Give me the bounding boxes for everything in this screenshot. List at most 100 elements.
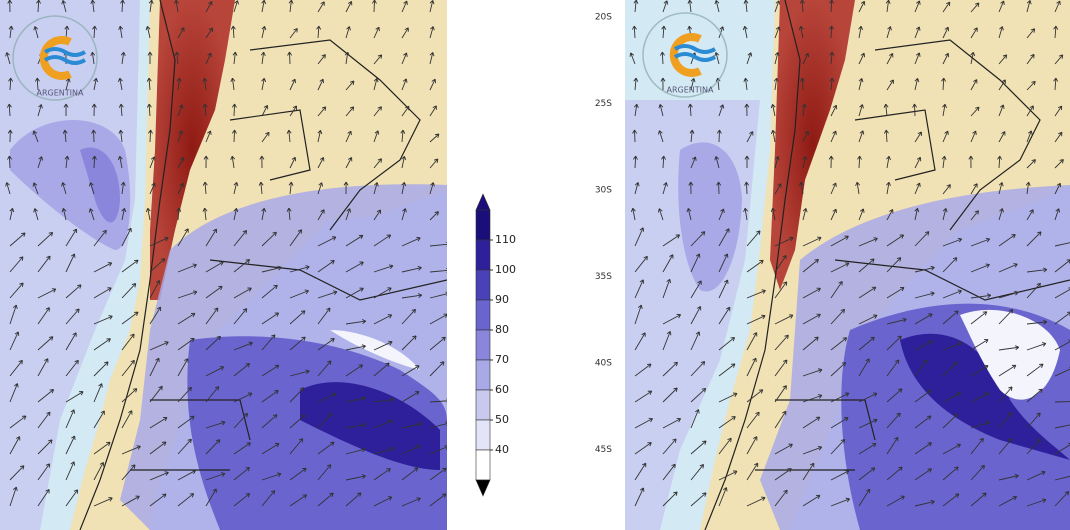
wind-arrow [373, 182, 379, 195]
wind-arrow [1026, 159, 1036, 169]
wind-arrow [746, 314, 766, 325]
wind-arrow [233, 341, 253, 351]
wind-arrow [88, 182, 95, 195]
wind-arrow [373, 209, 382, 221]
wind-arrow [93, 410, 105, 429]
colorbar-band [475, 389, 491, 421]
wind-arrow [942, 466, 959, 481]
wind-arrow [345, 474, 366, 481]
wind-arrow [233, 412, 249, 429]
wind-arrow [345, 422, 366, 429]
wind-arrow [629, 52, 636, 65]
wind-arrow [774, 0, 781, 13]
wind-arrow [970, 263, 990, 273]
wind-arrow [1026, 412, 1041, 429]
wind-arrow [662, 254, 674, 273]
wind-arrow [401, 335, 417, 351]
wind-arrow [345, 287, 364, 299]
wind-arrow [914, 77, 920, 91]
wind-arrow [662, 0, 669, 13]
wind-arrow [662, 438, 677, 455]
wind-arrow [261, 490, 276, 507]
wind-arrow [746, 131, 754, 143]
wind-arrow [885, 0, 891, 13]
wind-arrow [174, 0, 179, 13]
wind-arrow [658, 130, 664, 143]
wind-arrow [289, 310, 306, 325]
wind-arrow [886, 181, 891, 195]
wind-arrow [773, 77, 779, 91]
wind-arrow [317, 392, 337, 403]
wind-arrow [401, 27, 409, 39]
wind-arrow [744, 103, 750, 117]
wind-arrow [886, 317, 907, 325]
wind-arrow [746, 259, 764, 273]
wind-arrow [373, 264, 394, 273]
wind-arrow [5, 52, 11, 65]
wind-arrow [93, 338, 111, 351]
wind-arrow [149, 417, 168, 429]
wind-arrow [1053, 25, 1059, 39]
wind-arrow [830, 497, 851, 507]
wind-arrow [690, 440, 707, 455]
wind-arrow [770, 207, 776, 221]
wind-arrow [176, 77, 182, 91]
wind-arrow [373, 362, 390, 377]
wind-arrow [690, 156, 697, 169]
wind-arrow [690, 231, 706, 247]
colorbar-label: 50 [495, 413, 509, 426]
wind-arrow [799, 0, 805, 13]
wind-arrow [177, 290, 198, 299]
wind-arrow [942, 443, 961, 455]
wind-arrow [1026, 53, 1035, 65]
wind-arrow [689, 129, 695, 143]
wind-arrow [634, 487, 645, 507]
wind-arrow [32, 130, 39, 143]
borders [79, 0, 447, 530]
wind-arrow [914, 313, 933, 325]
wind-arrow [149, 306, 162, 325]
wind-arrow [970, 365, 989, 377]
wind-arrow [289, 414, 306, 429]
wind-arrow [345, 344, 366, 351]
wind-arrow [802, 155, 808, 169]
wind-arrow [690, 409, 700, 429]
wind-arrow [5, 182, 11, 195]
wind-arrow [65, 308, 80, 325]
wind-arrow [1054, 208, 1061, 221]
logo-text: ARGENTINA [667, 86, 715, 95]
wind-arrow [998, 0, 1005, 13]
wind-arrow [886, 26, 892, 39]
wind-arrow [230, 155, 236, 169]
wind-arrow [93, 361, 109, 377]
wind-field [80, 147, 120, 223]
wind-arrow [886, 257, 902, 273]
colorbar-band [475, 209, 491, 241]
wind-arrow [232, 51, 238, 65]
wind-arrow [914, 0, 921, 13]
wind-arrow [120, 0, 125, 13]
wind-arrow [914, 207, 920, 221]
wind-arrow [998, 208, 1004, 221]
wind-arrow [121, 410, 133, 429]
wind-arrow [914, 442, 932, 455]
wind-arrow [7, 129, 13, 143]
wind-arrow [970, 210, 979, 221]
wind-arrow [718, 487, 728, 507]
wind-arrow [858, 237, 878, 247]
wind-arrow [886, 234, 905, 247]
wind-arrow [429, 105, 437, 117]
wind-arrow [401, 208, 407, 221]
wind-arrow [1054, 424, 1070, 429]
wind-arrow [801, 103, 807, 117]
colorbar-band [475, 329, 491, 361]
wind-arrow [37, 307, 50, 325]
wind-arrow [998, 412, 1013, 429]
logo: ARGENTINA [12, 15, 98, 101]
wind-arrow [259, 155, 265, 169]
wind-arrow [91, 129, 97, 143]
wind-arrow [746, 496, 766, 507]
wind-arrow [205, 130, 212, 143]
wind-arrows [5, 0, 447, 507]
wind-arrow [914, 26, 921, 39]
